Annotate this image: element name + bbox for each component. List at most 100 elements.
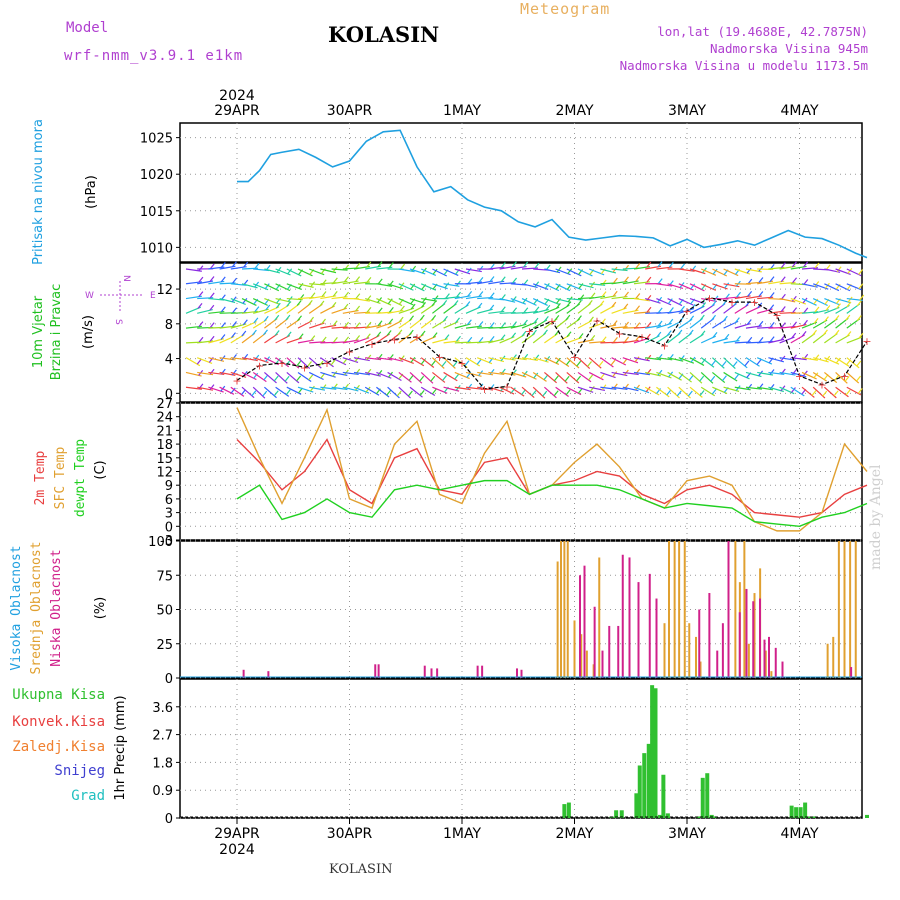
day-label-bottom: 3MAY xyxy=(668,826,706,842)
tick-label-y: 21 xyxy=(156,424,173,439)
wind-barb-flag xyxy=(756,359,762,365)
wind-barb-flag xyxy=(679,355,685,361)
wind-barb xyxy=(264,386,277,399)
day-label-top: 29APR xyxy=(214,103,260,119)
wind-barb xyxy=(420,372,434,384)
precip-legend-4: Grad xyxy=(71,788,105,804)
wind-barb-flag xyxy=(489,369,495,375)
wind-barb-flag xyxy=(576,300,582,306)
wind-barb-flag xyxy=(489,336,495,342)
ylabel-temp-1: SFC Temp xyxy=(53,447,68,510)
wind-barb-flag xyxy=(544,283,550,289)
wind-gust-mark: + xyxy=(862,335,871,348)
wind-barb-flag xyxy=(635,262,641,269)
wind-barb-flag xyxy=(859,294,865,301)
wind-barb-flag xyxy=(534,354,540,361)
precip-bar xyxy=(803,802,808,818)
wind-barb-flag xyxy=(814,306,820,313)
pressure-line xyxy=(237,129,868,259)
compass-south: S xyxy=(113,319,123,325)
wind-barb xyxy=(812,386,826,399)
wind-barb xyxy=(712,371,726,384)
tick-label-y: 1020 xyxy=(140,168,173,183)
wind-barb-flag xyxy=(576,360,582,367)
wind-barb xyxy=(801,386,815,398)
wind-barb-flag xyxy=(409,315,414,322)
wind-gust-mark: + xyxy=(840,370,849,383)
wind-barb-flag xyxy=(232,277,238,284)
wind-barb-flag xyxy=(263,374,269,381)
wind-barb-flag xyxy=(734,317,740,324)
wind-barb-flag xyxy=(856,360,862,367)
wind-barb-flag xyxy=(332,370,338,377)
wind-barb-flag xyxy=(523,261,529,268)
wind-barb-field xyxy=(185,261,865,399)
wind-barb-flag xyxy=(700,330,706,337)
day-label-top: 1MAY xyxy=(443,103,481,119)
wind-barb-flag xyxy=(791,261,797,268)
wind-barb-flag xyxy=(711,300,717,307)
wind-barb-flag xyxy=(232,354,237,360)
tick-label-y: 4 xyxy=(165,353,173,368)
precip-bar xyxy=(812,816,817,818)
wind-barb-flag xyxy=(274,314,280,321)
precip-bar xyxy=(798,807,803,818)
wind-barb-flag xyxy=(500,262,506,268)
wind-barb-flag xyxy=(688,329,694,336)
tick-label-y: 0 xyxy=(165,812,173,827)
year-label-top: 2024 xyxy=(219,88,255,104)
wind-barb-flag xyxy=(599,300,605,307)
wind-barb xyxy=(700,372,714,384)
wind-barb-flag xyxy=(386,330,392,336)
wind-barb-flag xyxy=(467,383,473,390)
wind-barb-flag xyxy=(769,383,775,390)
wind-barb-flag xyxy=(712,332,718,338)
wind-barb xyxy=(577,357,591,370)
precip-bar xyxy=(562,804,567,818)
wind-barb-flag xyxy=(814,354,820,361)
wind-barb-flag xyxy=(699,390,705,396)
wind-barb-flag xyxy=(711,388,717,395)
wind-barb-flag xyxy=(590,334,596,341)
wind-barb-flag xyxy=(699,375,705,382)
model-label: Model xyxy=(66,20,109,36)
wind-barb-flag xyxy=(845,389,851,396)
wind-barb-flag xyxy=(220,276,226,283)
wind-barb-flag xyxy=(441,361,447,367)
coordinates-label: lon,lat (19.4688E, 42.7875N) xyxy=(657,24,868,39)
wind-barb xyxy=(689,371,703,384)
wind-barb-flag xyxy=(858,283,864,290)
tick-label-y: -3 xyxy=(160,534,173,549)
wind-barb-flag xyxy=(769,304,775,311)
wind-barb-flag xyxy=(856,315,862,321)
wind-gust-mark: + xyxy=(547,315,556,328)
wind-barb-flag xyxy=(657,320,663,327)
panel-frame-pressure xyxy=(179,122,863,263)
wind-barb xyxy=(846,371,860,384)
wind-gust-mark: + xyxy=(412,331,421,344)
precip-bar xyxy=(646,743,651,818)
wind-barb-flag xyxy=(646,321,652,328)
wind-barb-flag xyxy=(308,374,314,381)
wind-gust-mark: + xyxy=(817,379,826,392)
wind-barb-flag xyxy=(243,307,249,314)
wind-barb-flag xyxy=(813,317,819,324)
wind-barb-flag xyxy=(387,298,393,305)
wind-gust-mark: + xyxy=(750,296,759,309)
wind-barb-flag xyxy=(464,360,470,367)
wind-gust-mark: + xyxy=(300,361,309,374)
wind-barb-flag xyxy=(833,375,839,382)
precip-bar xyxy=(807,816,812,818)
wind-barb-flag xyxy=(408,329,414,336)
wind-barb-flag xyxy=(511,354,517,360)
wind-barb-flag xyxy=(407,390,413,397)
wind-barb-flag xyxy=(377,278,383,285)
wind-barb-flag xyxy=(386,389,392,396)
unit-temp: (C) xyxy=(93,460,108,479)
wind-barb-flag xyxy=(635,305,641,312)
wind-barb-flag xyxy=(845,314,851,321)
wind-barb-flag xyxy=(747,291,753,297)
wind-gust-mark: + xyxy=(570,351,579,364)
wind-barb xyxy=(521,386,535,399)
precip-bar xyxy=(789,805,794,818)
